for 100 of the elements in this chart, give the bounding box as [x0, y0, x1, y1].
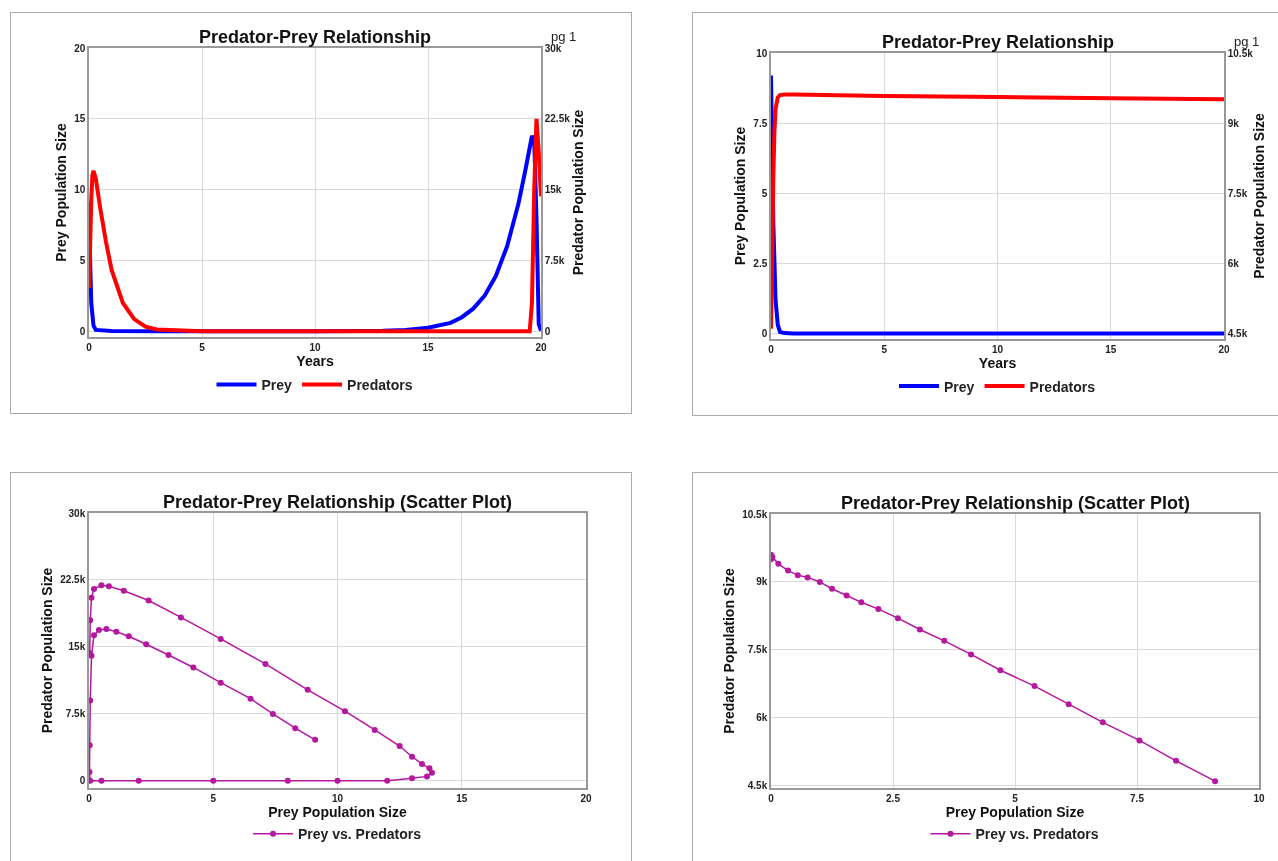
- y-tick-label: 2.5: [753, 257, 768, 269]
- point: [145, 597, 152, 604]
- point: [794, 572, 801, 579]
- point: [89, 594, 95, 601]
- point: [165, 651, 172, 658]
- point: [89, 777, 94, 784]
- point: [98, 777, 105, 784]
- point: [269, 710, 276, 717]
- x-tick-label: 5: [199, 341, 206, 353]
- y2-tick-label: 6k: [1227, 257, 1240, 269]
- y2-tick-label: 7.5k: [544, 255, 565, 266]
- x-tick-label: 15: [456, 792, 468, 804]
- y-tick-label: 30k: [68, 507, 86, 519]
- y2-axis-title: Predator Population Size: [570, 109, 587, 276]
- point: [284, 777, 291, 784]
- point: [804, 574, 811, 581]
- y-tick-label: 22.5k: [60, 574, 86, 586]
- y-tick-label: 0: [79, 775, 86, 787]
- y-tick-label: 10: [74, 184, 86, 196]
- y-axis-title: Prey Population Size: [732, 126, 749, 266]
- chart-title: Predator-Prey Relationship (Scatter Plot): [841, 493, 1191, 513]
- point: [90, 632, 97, 639]
- point: [190, 664, 197, 671]
- point: [916, 626, 923, 633]
- x-tick-label: 20: [580, 792, 592, 804]
- text: pg 1: [1234, 34, 1260, 49]
- y-tick-label: 0: [79, 325, 86, 337]
- point: [177, 614, 184, 621]
- y2-tick-label: 15k: [544, 184, 562, 196]
- legend-label: Prey vs. Predators: [975, 826, 1099, 843]
- y-tick-label: 0: [761, 327, 768, 339]
- point: [304, 686, 311, 693]
- x-axis-title: Years: [978, 354, 1017, 371]
- point: [217, 635, 224, 642]
- y2-tick-label: 30k: [544, 42, 562, 54]
- point: [371, 726, 378, 733]
- point: [135, 777, 142, 784]
- y-tick-label: 6k: [756, 712, 768, 724]
- point: [1212, 778, 1219, 785]
- point: [1173, 757, 1180, 764]
- point: [103, 626, 110, 633]
- point: [775, 560, 782, 567]
- point: [409, 753, 416, 760]
- point: [113, 628, 120, 635]
- point: [217, 679, 224, 686]
- point: [89, 617, 94, 624]
- x-axis-title: Prey Population Size: [268, 803, 407, 820]
- x-tick-label: 7.5: [1130, 792, 1145, 804]
- chart-title: Predator-Prey Relationship: [882, 32, 1115, 52]
- point: [426, 765, 433, 772]
- x-tick-label: 10: [991, 343, 1004, 355]
- y-tick-label: 4.5k: [747, 780, 768, 792]
- point: [418, 760, 425, 767]
- y2-tick-label: 10.5k: [1227, 47, 1254, 59]
- point: [98, 582, 105, 589]
- x-tick-label: 5: [210, 792, 217, 804]
- point: [409, 775, 416, 782]
- y2-axis-title: Predator Population Size: [1251, 112, 1268, 279]
- y2-tick-label: 7.5k: [1227, 187, 1248, 199]
- y-tick-label: 10.5k: [742, 508, 768, 520]
- point: [143, 641, 150, 648]
- x-tick-label: 15: [422, 341, 434, 353]
- point: [95, 626, 102, 633]
- y-tick-label: 15k: [68, 641, 86, 653]
- point: [428, 769, 435, 776]
- text: pg 1: [551, 29, 577, 44]
- x-axis-title: Prey Population Size: [945, 803, 1085, 820]
- point: [816, 578, 823, 585]
- y2-tick-label: 4.5k: [1227, 327, 1248, 339]
- y-axis-title: Prey Population Size: [53, 123, 70, 262]
- point: [997, 667, 1004, 674]
- y-tick-label: 7.5k: [65, 708, 86, 720]
- x-axis-title: Years: [296, 352, 334, 369]
- point: [941, 637, 948, 644]
- y-tick-label: 7.5: [753, 117, 768, 129]
- chart-title: Predator-Prey Relationship: [199, 27, 432, 47]
- point: [334, 777, 341, 784]
- x-tick-label: 20: [535, 341, 547, 353]
- point: [1031, 683, 1038, 690]
- point: [341, 708, 348, 715]
- point: [210, 777, 217, 784]
- y2-tick-label: 22.5k: [544, 113, 571, 125]
- x-tick-label: 5: [881, 343, 888, 355]
- y-tick-label: 5: [761, 187, 768, 199]
- legend-label: Prey: [261, 376, 293, 393]
- point: [829, 585, 835, 592]
- x-tick-label: 5: [1012, 792, 1019, 804]
- legend-label: Prey: [944, 378, 975, 395]
- legend-label: Predators: [1029, 378, 1096, 395]
- point: [1099, 719, 1106, 726]
- point: [423, 773, 430, 780]
- point: [384, 777, 391, 784]
- point: [1136, 737, 1143, 744]
- point: [785, 567, 792, 574]
- point: [120, 587, 127, 594]
- y-axis-title: Predator Population Size: [721, 567, 738, 734]
- x-tick-label: 10: [1253, 792, 1265, 804]
- x-tick-label: 2.5: [886, 792, 901, 804]
- y2-tick-label: 0: [544, 325, 551, 337]
- point: [312, 736, 319, 743]
